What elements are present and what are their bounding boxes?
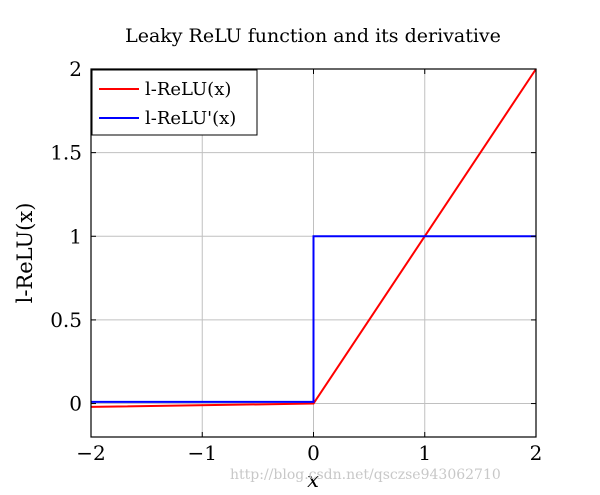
y-tick-label: 0 xyxy=(69,392,82,416)
ticks: −2 −1 0 1 2 0 0.5 1 1.5 2 xyxy=(50,57,542,465)
y-tick-label: 1 xyxy=(69,224,82,248)
x-tick-label: −2 xyxy=(76,441,105,465)
plot-series xyxy=(90,68,537,408)
legend-label: l-ReLU'(x) xyxy=(145,108,236,129)
chart-title: Leaky ReLU function and its derivative xyxy=(125,25,501,47)
y-tick-label: 2 xyxy=(69,57,82,81)
watermark-text: http://blog.csdn.net/qsczse943062710 xyxy=(230,467,501,483)
x-tick-label: 2 xyxy=(530,441,543,465)
y-tick-label: 0.5 xyxy=(50,308,82,332)
legend-label: l-ReLU(x) xyxy=(145,79,231,100)
y-tick-label: 1.5 xyxy=(50,141,82,165)
series-line-2 xyxy=(91,235,536,403)
series-line-1 xyxy=(90,68,537,408)
x-tick-label: 1 xyxy=(418,441,431,465)
y-axis-label: l-ReLU(x) xyxy=(13,203,37,304)
x-tick-label: −1 xyxy=(188,441,217,465)
legend: l-ReLU(x) l-ReLU'(x) xyxy=(91,69,258,136)
x-tick-label: 0 xyxy=(307,441,320,465)
legend-box xyxy=(91,69,258,136)
x-axis-label: x xyxy=(307,468,319,492)
